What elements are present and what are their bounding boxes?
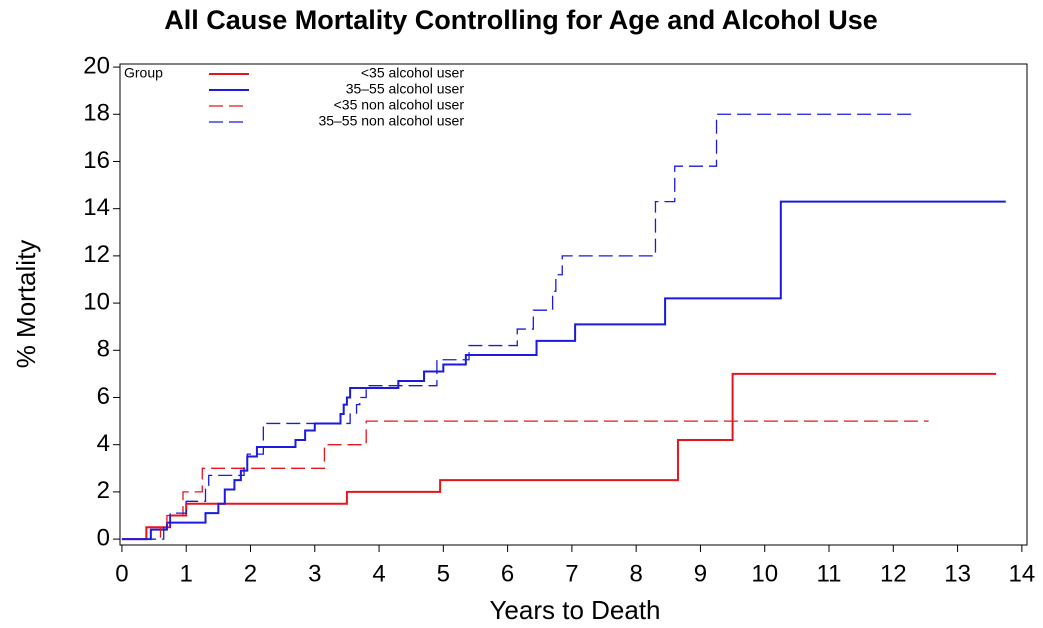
y-tick-label: 18 — [83, 100, 110, 127]
x-tick-label: 6 — [501, 560, 514, 587]
y-tick-label: 20 — [83, 52, 110, 79]
x-tick-label: 4 — [372, 560, 385, 587]
y-tick-label: 2 — [97, 477, 110, 504]
chart-title: All Cause Mortality Controlling for Age … — [164, 5, 878, 35]
y-tick-label: 10 — [83, 288, 110, 315]
x-tick-label: 1 — [180, 560, 193, 587]
x-tick-label: 8 — [629, 560, 642, 587]
x-tick-label: 10 — [751, 560, 778, 587]
y-tick-label: 16 — [83, 147, 110, 174]
series-line — [121, 372, 997, 541]
x-axis-label: Years to Death — [489, 595, 660, 625]
x-tick-label: 2 — [244, 560, 257, 587]
y-tick-label: 8 — [97, 336, 110, 363]
x-tick-label: 7 — [565, 560, 578, 587]
y-tick-label: 0 — [97, 524, 110, 551]
x-tick-label: 14 — [1009, 560, 1036, 587]
y-axis-label: % Mortality — [11, 240, 41, 369]
x-tick-label: 3 — [308, 560, 321, 587]
plot-frame — [119, 63, 1028, 546]
x-tick-label: 12 — [880, 560, 907, 587]
x-tick-label: 5 — [437, 560, 450, 587]
legend-label: <35 alcohol user — [361, 65, 464, 81]
legend-label: 35–55 alcohol user — [346, 81, 465, 97]
y-tick-label: 14 — [83, 194, 110, 221]
series-line — [121, 200, 1006, 541]
y-tick-label: 12 — [83, 241, 110, 268]
x-tick-label: 13 — [944, 560, 971, 587]
y-tick-label: 6 — [97, 383, 110, 410]
legend-label: <35 non alcohol user — [334, 97, 465, 113]
legend-label: 35–55 non alcohol user — [318, 113, 464, 129]
legend-title: Group — [124, 65, 163, 81]
series-line — [121, 420, 929, 540]
x-tick-label: 11 — [817, 560, 842, 587]
series-line — [121, 113, 916, 540]
y-tick-label: 4 — [97, 430, 110, 457]
x-tick-label: 0 — [115, 560, 128, 587]
x-tick-label: 9 — [694, 560, 707, 587]
